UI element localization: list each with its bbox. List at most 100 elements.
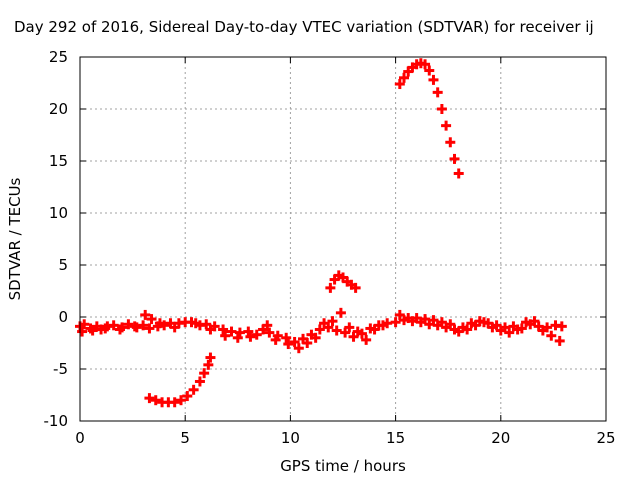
data-point: [470, 320, 481, 331]
data-point: [478, 317, 489, 328]
data-point: [289, 336, 300, 347]
data-point: [445, 137, 456, 148]
data-point: [403, 313, 414, 324]
y-tick-label: 0: [58, 308, 68, 326]
data-point: [369, 324, 380, 335]
y-tick-label: 25: [49, 48, 68, 66]
data-point: [546, 330, 557, 341]
data-point: [453, 168, 464, 179]
y-tick-label: 5: [58, 256, 68, 274]
data-point: [188, 384, 199, 395]
x-tick-label: 5: [180, 429, 190, 447]
data-point: [428, 74, 439, 85]
data-point: [144, 323, 155, 334]
data-points: [75, 58, 567, 408]
data-point: [146, 314, 157, 325]
x-axis-label: GPS time / hours: [280, 457, 406, 475]
y-tick-label: 20: [49, 100, 68, 118]
data-point: [140, 309, 151, 320]
data-point: [205, 352, 216, 363]
data-point: [194, 376, 205, 387]
data-point: [293, 343, 304, 354]
data-point: [114, 324, 125, 335]
data-point: [340, 327, 351, 338]
data-point: [449, 153, 460, 164]
data-point: [462, 324, 473, 335]
data-point: [87, 325, 98, 336]
data-point: [205, 324, 216, 335]
data-point: [495, 325, 506, 336]
data-point: [190, 318, 201, 329]
data-point: [521, 317, 532, 328]
data-point: [411, 313, 422, 324]
data-point: [77, 326, 88, 337]
data-point: [243, 326, 254, 337]
data-point: [432, 87, 443, 98]
x-tick-label: 20: [491, 429, 510, 447]
data-point: [226, 326, 237, 337]
data-point: [218, 324, 229, 335]
data-point: [529, 316, 540, 327]
plot-area-border: [79, 56, 607, 422]
data-point: [504, 327, 515, 338]
data-point: [108, 320, 119, 331]
data-point: [420, 59, 431, 70]
data-point: [453, 326, 464, 337]
data-point: [232, 332, 243, 343]
y-axis-label: SDTVAR / TECUs: [6, 177, 24, 300]
data-point: [199, 368, 210, 379]
data-point: [348, 331, 359, 342]
data-point: [441, 120, 452, 131]
x-tick-label: 25: [596, 429, 615, 447]
data-point: [436, 104, 447, 114]
data-point: [325, 282, 336, 293]
data-point: [201, 319, 212, 330]
data-point: [424, 65, 435, 76]
data-point: [264, 327, 275, 338]
data-point: [399, 72, 410, 83]
data-point: [310, 332, 321, 343]
y-tick-label: 10: [49, 204, 68, 222]
data-point: [420, 314, 431, 325]
data-point: [327, 316, 338, 327]
data-point: [377, 320, 388, 331]
data-point: [175, 395, 186, 406]
data-point: [512, 324, 523, 335]
data-point: [352, 326, 363, 337]
data-point: [154, 318, 165, 329]
x-tick-label: 0: [75, 429, 85, 447]
data-point: [182, 391, 193, 402]
axis-ticks: 0 5 10 15 20 25 -10 -5 0 5 10 15 20 25: [44, 48, 616, 447]
grid-lines: [80, 57, 606, 421]
data-point: [131, 322, 142, 333]
data-point: [203, 359, 214, 370]
data-point: [537, 325, 548, 336]
data-point: [428, 315, 439, 326]
data-point: [436, 317, 447, 328]
y-tick-label: -10: [44, 412, 69, 430]
data-point: [319, 318, 330, 329]
y-tick-label: 15: [49, 152, 68, 170]
data-point: [314, 324, 325, 335]
x-tick-label: 10: [281, 429, 300, 447]
data-point: [220, 330, 231, 341]
data-point: [262, 320, 273, 331]
data-point: [554, 335, 565, 346]
data-point: [283, 339, 294, 350]
data-point: [123, 319, 134, 330]
data-point: [281, 332, 292, 343]
data-point: [331, 325, 342, 336]
data-point: [234, 327, 245, 338]
data-point: [394, 79, 405, 90]
data-point: [302, 338, 313, 348]
data-point: [270, 334, 281, 345]
data-point: [150, 395, 161, 406]
data-point: [350, 282, 361, 293]
x-tick-label: 15: [386, 429, 405, 447]
data-point: [335, 307, 346, 318]
data-point: [394, 309, 405, 320]
data-point: [79, 319, 90, 330]
data-point: [390, 317, 401, 328]
data-point: [245, 331, 256, 342]
